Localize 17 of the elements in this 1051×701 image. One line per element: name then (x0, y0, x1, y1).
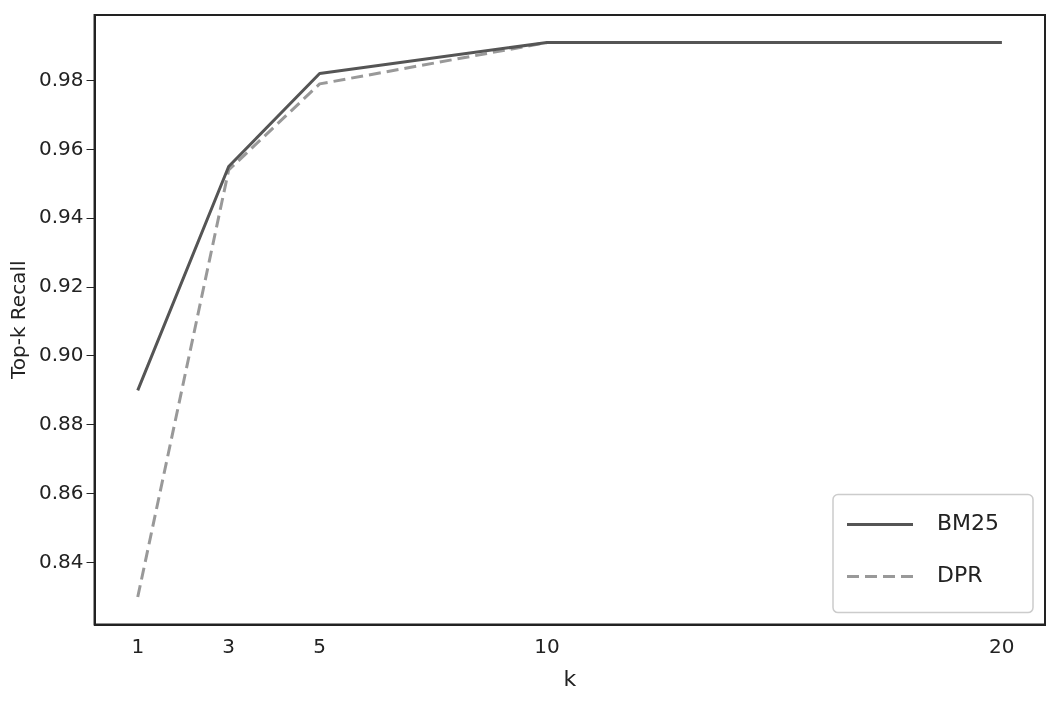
y-axis-title: Top-k Recall (6, 260, 31, 381)
y-tick-label: 0.92 (39, 273, 84, 298)
legend-label: BM25 (937, 510, 1000, 536)
y-tick-label: 0.88 (39, 411, 84, 436)
legend-label: DPR (937, 562, 983, 588)
y-tick-label: 0.98 (39, 66, 84, 91)
x-tick-label: 1 (131, 633, 145, 658)
x-axis-title: k (563, 665, 577, 691)
x-tick-label: 3 (222, 633, 236, 658)
y-tick-label: 0.84 (39, 548, 84, 573)
y-tick-label: 0.94 (39, 204, 84, 229)
y-tick-label: 0.86 (39, 479, 84, 504)
y-tick-label: 0.96 (39, 135, 84, 160)
x-tick-label: 5 (313, 633, 327, 658)
x-tick-label: 10 (534, 633, 560, 658)
y-tick-label: 0.90 (39, 342, 84, 367)
x-tick-label: 20 (989, 633, 1015, 658)
